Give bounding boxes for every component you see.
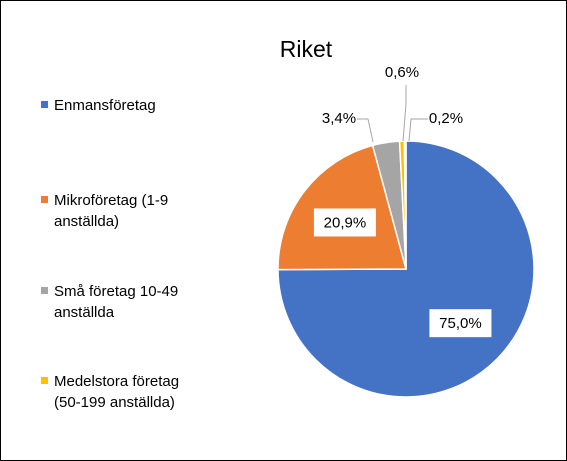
leader-line	[357, 118, 374, 143]
legend-entry: Mikroföretag (1-9 anställda)	[41, 190, 181, 232]
legend-swatch	[41, 287, 48, 294]
pie-slice	[403, 140, 407, 270]
legend-label: Små företag 10-49 anställda	[54, 283, 179, 321]
data-label: 3,4%	[322, 110, 356, 127]
legend-label: Mikroföretag (1-9 anställda)	[54, 192, 169, 230]
pie-slice	[277, 144, 407, 271]
legend-label: Medelstora företag (50-199 anställda)	[54, 373, 180, 411]
legend-label: Enmansföretag	[54, 97, 156, 114]
data-label: 20,9%	[324, 214, 367, 231]
legend-swatch	[41, 101, 48, 108]
legend-swatch	[41, 377, 48, 384]
legend-entry: Små företag 10-49 anställda	[41, 281, 181, 323]
leader-line	[408, 118, 428, 142]
data-label-box	[429, 309, 492, 338]
chart-title: Riket	[280, 36, 333, 62]
leader-line	[402, 85, 407, 142]
data-label: 0,2%	[429, 110, 463, 127]
data-label-box	[313, 208, 376, 237]
legend-entry: Medelstora företag (50-199 anställda)	[41, 371, 181, 413]
data-label: 75,0%	[439, 315, 482, 332]
legend-swatch	[41, 196, 48, 203]
data-label: 0,6%	[385, 64, 419, 81]
legend-entry: Enmansföretag	[41, 95, 181, 116]
